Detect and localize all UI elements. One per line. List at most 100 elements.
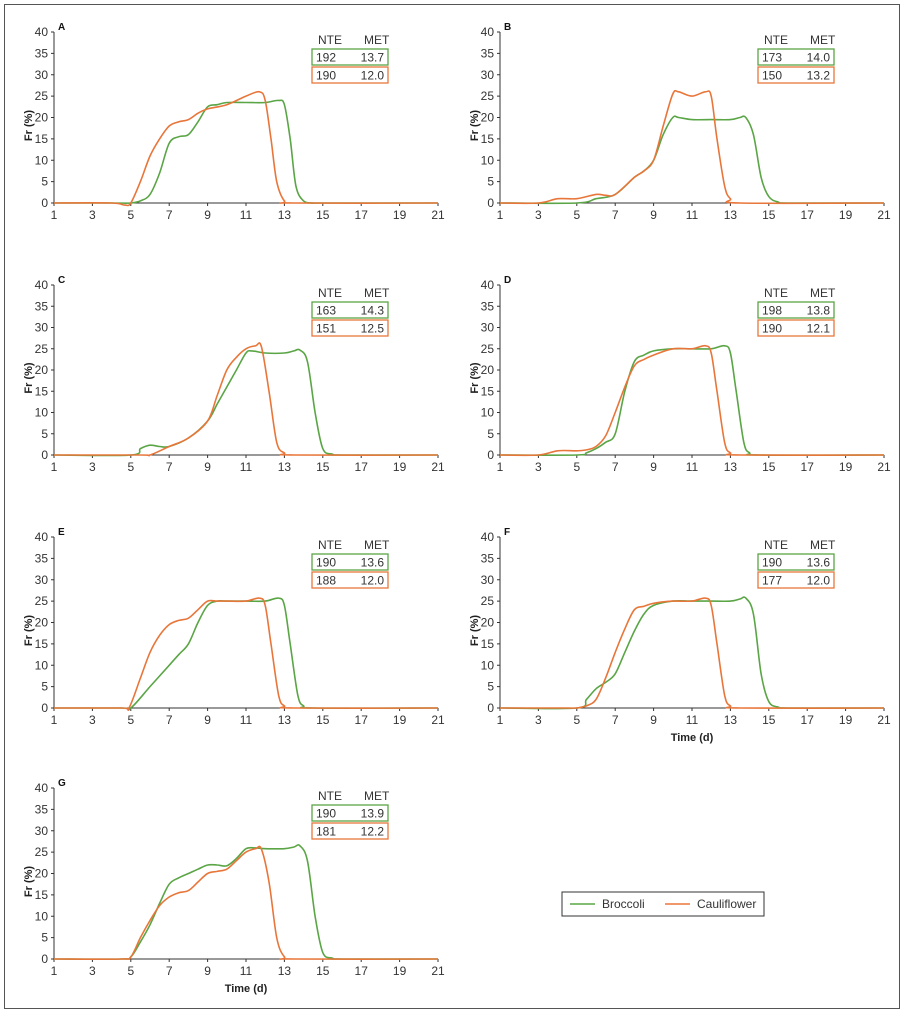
- x-tick-label: 1: [497, 208, 504, 222]
- table-cell-met: 13.6: [361, 556, 385, 570]
- y-axis-label: Fr (%): [469, 362, 481, 394]
- legend: Broccoli Cauliflower: [561, 891, 765, 917]
- legend-label-broccoli: Broccoli: [602, 897, 645, 911]
- x-tick-label: 5: [127, 208, 134, 222]
- x-tick-label: 9: [204, 964, 211, 978]
- x-tick-label: 3: [89, 208, 96, 222]
- y-tick-label: 25: [35, 89, 49, 103]
- y-tick-label: 5: [487, 427, 494, 441]
- x-tick-label: 11: [686, 208, 699, 222]
- x-tick-label: 21: [431, 713, 445, 727]
- y-axis-label: Fr (%): [23, 615, 35, 647]
- table-header-nte: NTE: [764, 33, 788, 47]
- x-tick-label: 1: [51, 713, 58, 727]
- y-tick-label: 5: [487, 680, 494, 694]
- y-tick-label: 20: [35, 363, 49, 377]
- y-axis-label: Fr (%): [469, 615, 481, 647]
- table-cell-met: 13.8: [807, 304, 831, 318]
- y-tick-label: 10: [35, 658, 49, 672]
- table-row-cauliflower: [757, 319, 835, 337]
- y-tick-label: 40: [35, 781, 49, 795]
- table-row-cauliflower: [311, 571, 389, 589]
- x-tick-label: 17: [355, 964, 369, 978]
- x-tick-label: 13: [278, 460, 292, 474]
- x-tick-label: 13: [724, 208, 738, 222]
- table-cell-nte: 190: [316, 807, 336, 821]
- y-tick-label: 25: [35, 342, 49, 356]
- y-tick-label: 10: [35, 909, 49, 923]
- table-header-met: MET: [810, 33, 836, 47]
- y-tick-label: 15: [35, 384, 49, 398]
- y-tick-label: 5: [487, 175, 494, 189]
- y-tick-label: 35: [35, 299, 49, 313]
- table-header-met: MET: [364, 789, 390, 803]
- y-tick-label: 30: [35, 321, 49, 335]
- table-cell-met: 13.6: [807, 556, 831, 570]
- y-tick-label: 20: [35, 111, 49, 125]
- y-tick-label: 15: [35, 637, 49, 651]
- y-tick-label: 30: [481, 68, 495, 82]
- y-tick-label: 10: [35, 406, 49, 420]
- y-tick-label: 40: [35, 530, 49, 544]
- table-cell-met: 13.9: [361, 807, 385, 821]
- series-line-cauliflower: [499, 344, 885, 457]
- table-cell-nte: 190: [316, 69, 336, 83]
- figure-frame: [4, 4, 900, 1009]
- panel-label: E: [58, 527, 65, 538]
- table-row-broccoli: [311, 301, 389, 319]
- y-tick-label: 0: [487, 196, 494, 210]
- x-tick-label: 17: [355, 460, 369, 474]
- x-tick-label: 7: [612, 713, 619, 727]
- table-cell-nte: 163: [316, 304, 336, 318]
- table-cell-met: 12.5: [361, 322, 385, 336]
- table-row-broccoli: [757, 553, 835, 571]
- y-tick-label: 35: [35, 551, 49, 565]
- y-tick-label: 0: [41, 701, 48, 715]
- x-tick-label: 19: [393, 964, 407, 978]
- y-tick-label: 35: [481, 551, 495, 565]
- table-cell-met: 12.2: [361, 825, 385, 839]
- panel-label: B: [504, 22, 511, 33]
- series-line-broccoli: [53, 597, 439, 711]
- series-line-broccoli: [54, 99, 438, 204]
- table-row-broccoli: [311, 48, 389, 66]
- x-tick-label: 1: [51, 208, 58, 222]
- y-tick-label: 5: [41, 427, 48, 441]
- x-tick-label: 19: [393, 208, 407, 222]
- x-tick-label: 15: [762, 208, 776, 222]
- y-tick-label: 30: [35, 824, 49, 838]
- table-cell-met: 14.0: [807, 51, 831, 65]
- series-line-cauliflower: [499, 89, 885, 205]
- table-header-nte: NTE: [764, 286, 788, 300]
- x-tick-label: 13: [278, 713, 292, 727]
- y-tick-label: 30: [481, 573, 495, 587]
- series-line-cauliflower: [53, 342, 439, 457]
- panel-label: A: [58, 22, 65, 33]
- y-tick-label: 0: [487, 448, 494, 462]
- x-tick-label: 1: [497, 460, 504, 474]
- y-tick-label: 15: [35, 888, 49, 902]
- x-tick-label: 1: [51, 964, 58, 978]
- x-tick-label: 7: [166, 964, 173, 978]
- x-tick-label: 15: [762, 713, 776, 727]
- table-header-nte: NTE: [318, 538, 342, 552]
- table-header-met: MET: [810, 286, 836, 300]
- series-line-cauliflower: [53, 845, 439, 960]
- y-tick-label: 10: [481, 153, 495, 167]
- table-row-broccoli: [311, 804, 389, 822]
- table-cell-nte: 181: [316, 825, 336, 839]
- table-header-nte: NTE: [318, 286, 342, 300]
- x-tick-label: 3: [535, 208, 542, 222]
- y-tick-label: 25: [481, 594, 495, 608]
- series-line-cauliflower: [499, 597, 885, 709]
- y-tick-label: 20: [481, 111, 495, 125]
- table-cell-met: 14.3: [361, 304, 385, 318]
- table-cell-met: 12.0: [361, 69, 385, 83]
- x-tick-label: 11: [240, 713, 253, 727]
- table-row-broccoli: [757, 48, 835, 66]
- y-tick-label: 0: [41, 448, 48, 462]
- y-tick-label: 15: [481, 637, 495, 651]
